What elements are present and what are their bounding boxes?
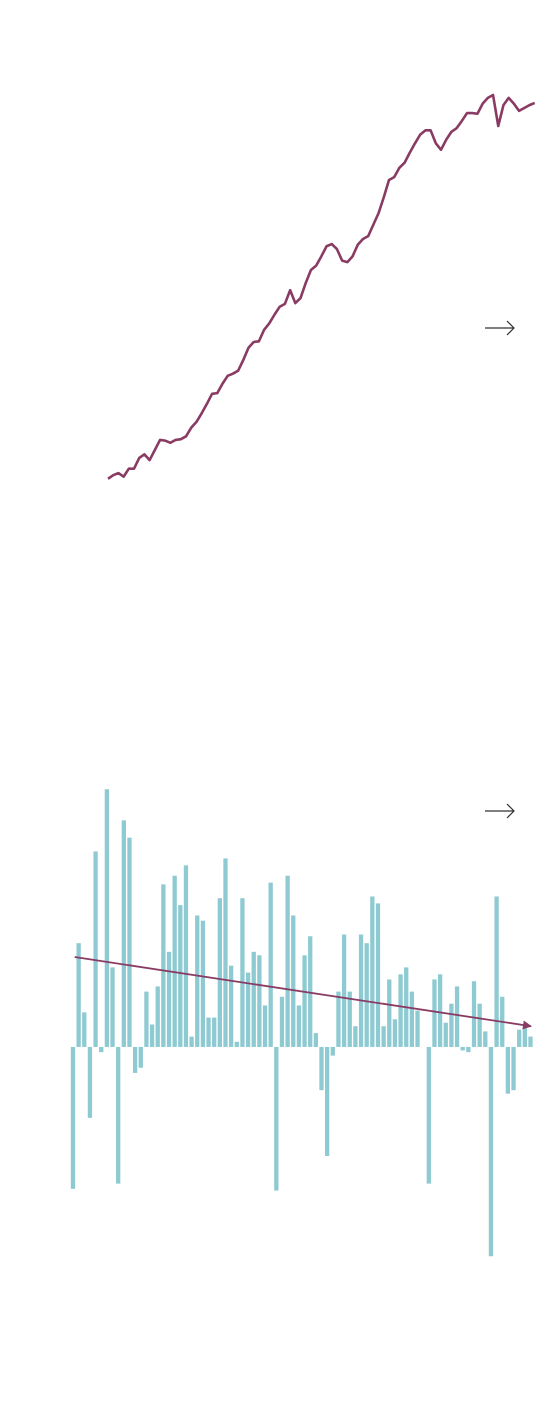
bar [291, 915, 296, 1047]
bar [528, 1036, 533, 1047]
bar [116, 1046, 121, 1184]
bar [99, 1046, 104, 1053]
bar [161, 884, 166, 1047]
bar [460, 1046, 465, 1051]
bar [387, 979, 392, 1047]
bar [206, 1017, 211, 1047]
bar [149, 1024, 155, 1047]
bar [251, 951, 256, 1047]
trend-line [74, 956, 532, 1030]
bar [353, 1026, 358, 1047]
bar [449, 1003, 454, 1047]
bar [511, 1046, 516, 1091]
bar [178, 905, 183, 1047]
bar [144, 991, 149, 1047]
bar [392, 1019, 398, 1047]
bar [228, 965, 234, 1047]
bar [104, 789, 110, 1047]
bar [494, 896, 499, 1047]
bar [183, 865, 189, 1047]
bar [302, 955, 307, 1047]
bar [76, 943, 81, 1047]
bar [93, 851, 98, 1047]
bar [517, 1029, 522, 1047]
bar [398, 974, 403, 1047]
bar [217, 898, 222, 1047]
bar [409, 991, 415, 1047]
bar [268, 882, 273, 1047]
bar [358, 934, 364, 1047]
bar [82, 1012, 87, 1047]
bar [381, 1026, 386, 1047]
bar [195, 915, 200, 1047]
bar [200, 920, 206, 1047]
bar [347, 991, 352, 1047]
bar [172, 875, 177, 1047]
bar [296, 1005, 302, 1047]
bar [262, 1005, 268, 1047]
arrow-icon [485, 320, 515, 336]
bar [505, 1046, 511, 1094]
bar [522, 1026, 527, 1047]
bar [212, 1017, 217, 1047]
bar [279, 996, 285, 1047]
bar [313, 1033, 319, 1047]
bar [336, 991, 341, 1047]
bar [330, 1046, 335, 1056]
bar [223, 858, 228, 1047]
bar [70, 1046, 76, 1189]
bar [138, 1046, 143, 1068]
bar [127, 837, 132, 1047]
bar [155, 986, 160, 1047]
arrow-icon [485, 803, 515, 819]
bar [166, 951, 172, 1047]
bar [364, 943, 369, 1047]
bar [257, 955, 262, 1047]
bar [319, 1046, 324, 1091]
data-line [107, 93, 536, 480]
bar [471, 981, 477, 1047]
bar [325, 1046, 330, 1156]
mark-layer [70, 93, 536, 1257]
bar [132, 1046, 138, 1073]
bar [426, 1046, 431, 1184]
bar [110, 967, 115, 1047]
bar [437, 974, 443, 1047]
bar [370, 896, 375, 1047]
bar [454, 986, 460, 1047]
bar [432, 979, 437, 1047]
bar [415, 1010, 420, 1047]
bar [488, 1046, 494, 1257]
bar [121, 820, 126, 1047]
bar [87, 1046, 93, 1118]
bar [234, 1041, 239, 1047]
bar [375, 903, 381, 1047]
bar [483, 1031, 488, 1047]
bar [341, 934, 347, 1047]
bar [189, 1036, 194, 1047]
bar [466, 1046, 471, 1053]
bar [443, 1022, 448, 1047]
bar [240, 898, 245, 1047]
bar [274, 1046, 279, 1191]
bar [285, 875, 290, 1047]
bar [308, 936, 313, 1047]
bar [245, 972, 251, 1047]
bar [477, 1003, 482, 1047]
